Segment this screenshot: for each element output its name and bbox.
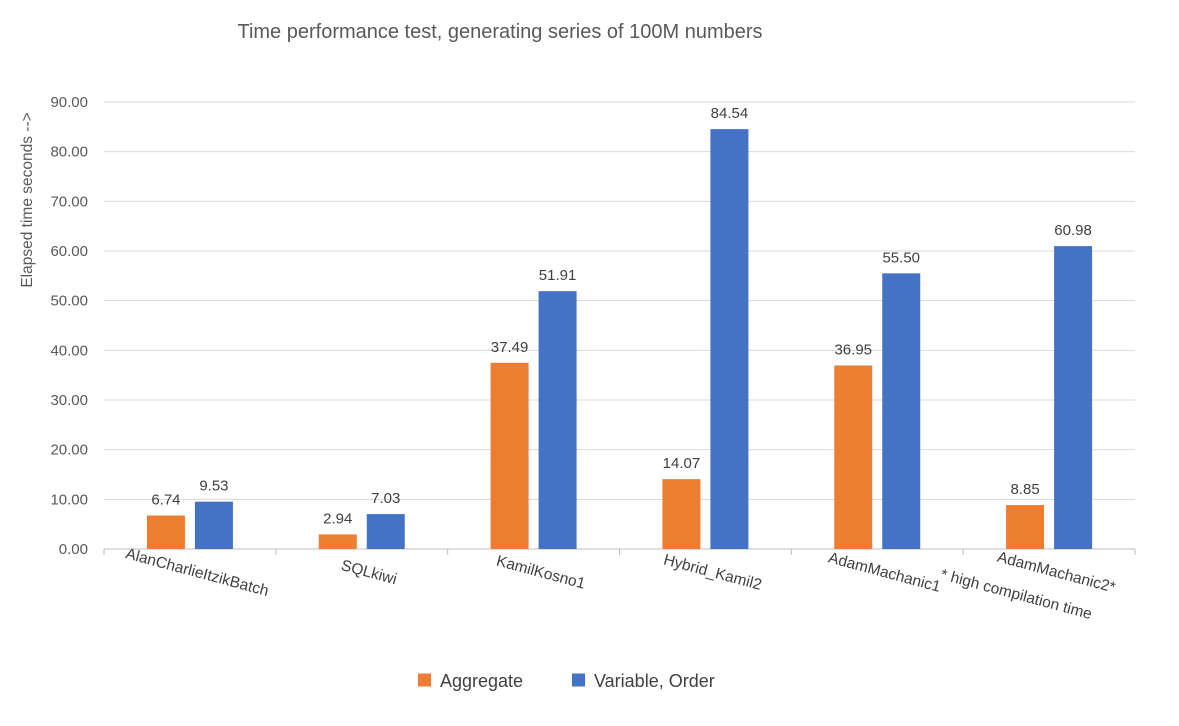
bars: [146, 129, 1093, 550]
data-label: 8.85: [1010, 481, 1039, 498]
gridlines: [103, 101, 1136, 555]
bar: [662, 479, 701, 549]
data-labels: 6.74 9.53 2.94 7.03 37.49 51.91 14.07 84.54 36.9…: [151, 105, 1092, 527]
x-category-label: AdamMachanic1: [826, 550, 942, 596]
y-tick-label: 60.00: [50, 243, 88, 260]
legend-swatch: [572, 673, 585, 687]
chart-title: Time performance test, generating series…: [237, 21, 762, 43]
data-label: 60.98: [1054, 222, 1092, 239]
bar: [490, 362, 529, 549]
legend-label: Aggregate: [440, 671, 523, 691]
y-tick-label: 30.00: [50, 392, 88, 409]
bar: [146, 515, 185, 549]
x-category-label: KamilKosno1: [494, 553, 587, 593]
x-category-label: AlanCharlieItzikBatch: [124, 545, 271, 600]
data-label: 84.54: [711, 105, 749, 122]
x-category-label: Hybrid_Kamil2: [662, 551, 764, 594]
data-label: 7.03: [371, 490, 400, 507]
bar: [710, 129, 749, 550]
y-tick-label: 70.00: [50, 193, 88, 210]
data-label: 37.49: [491, 339, 529, 356]
data-label: 9.53: [199, 478, 228, 495]
bar: [366, 514, 405, 549]
y-axis-title: Elapsed time seconds -->: [19, 112, 36, 287]
data-label: 14.07: [663, 455, 701, 472]
bar: [538, 291, 577, 549]
legend-swatch: [418, 673, 431, 687]
bar: [1054, 246, 1093, 549]
bar: [318, 534, 357, 549]
legend-label: Variable, Order: [594, 671, 715, 691]
y-tick-label: 40.00: [50, 342, 88, 359]
legend: Aggregate Variable, Order: [418, 671, 715, 691]
y-tick-label: 0.00: [59, 541, 88, 558]
data-label: 51.91: [539, 267, 577, 284]
bar: [882, 273, 921, 549]
data-label: 2.94: [323, 510, 352, 527]
y-tick-label: 10.00: [50, 491, 88, 508]
bar: [194, 501, 233, 549]
x-axis-categories: AlanCharlieItzikBatch SQLkiwi KamilKosno1 H…: [124, 545, 1117, 623]
data-label: 55.50: [882, 249, 920, 266]
x-category-label: SQLkiwi: [339, 557, 398, 588]
y-tick-label: 20.00: [50, 442, 88, 459]
y-tick-label: 50.00: [50, 293, 88, 310]
y-tick-label: 90.00: [50, 94, 88, 111]
data-label: 36.95: [834, 341, 872, 358]
y-axis-ticks: 0.00 10.00 20.00 30.00 40.00 50.00 60.00 70.00 8…: [50, 94, 88, 558]
bar: [834, 365, 873, 549]
data-label: 6.74: [151, 492, 180, 509]
y-tick-label: 80.00: [50, 144, 88, 161]
bar: [1006, 505, 1045, 549]
